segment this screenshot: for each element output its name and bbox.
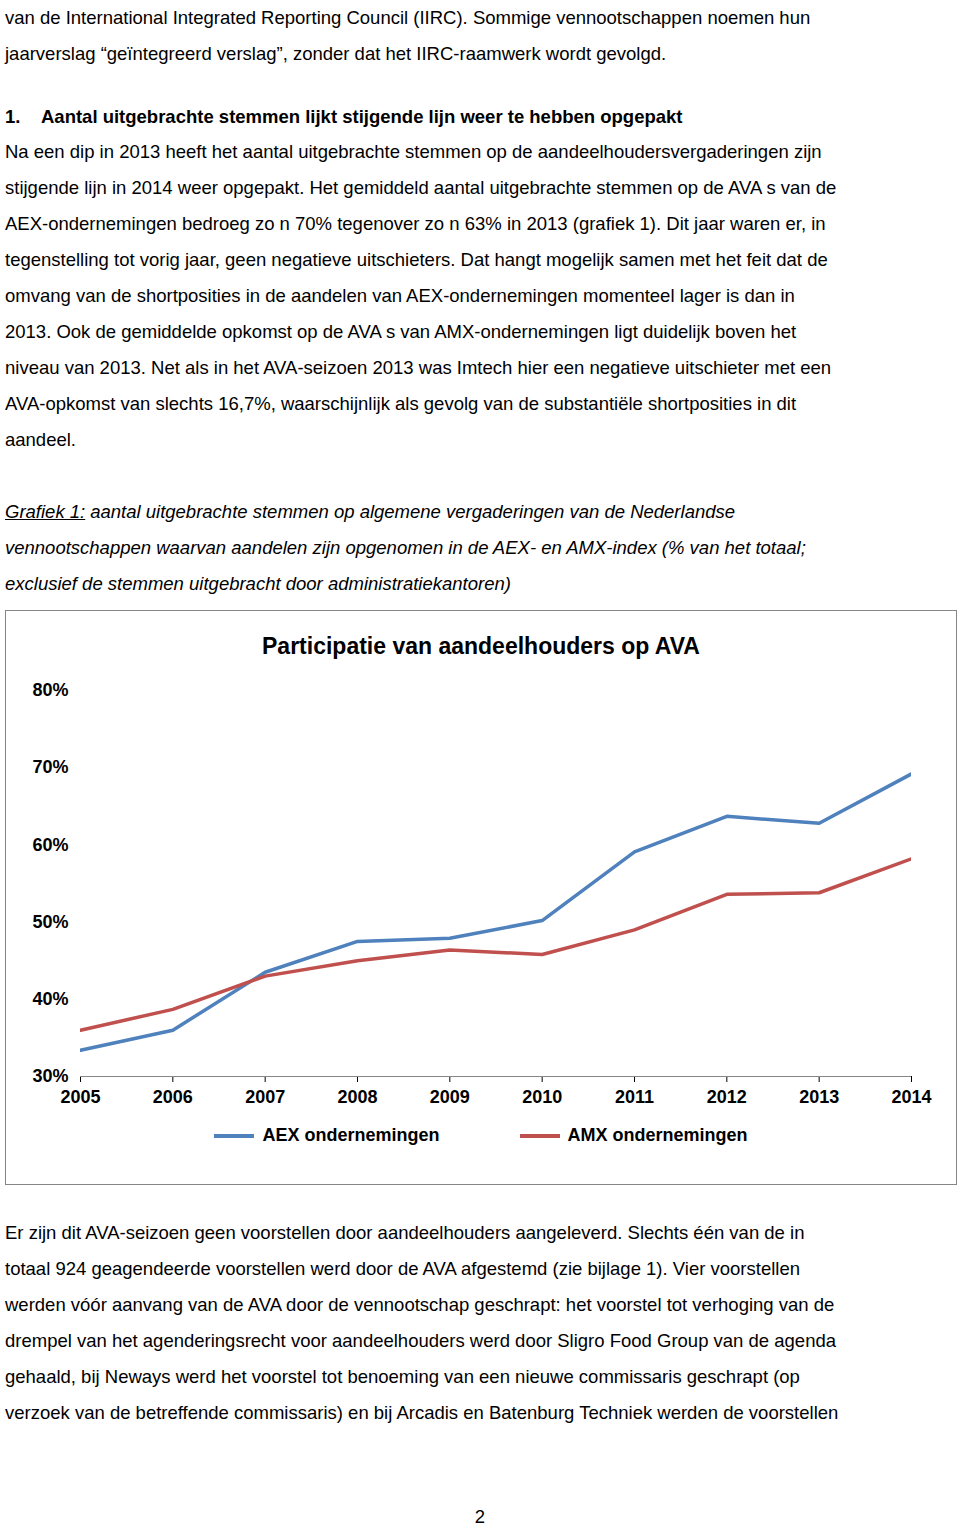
svg-text:2011: 2011 — [615, 1087, 654, 1107]
svg-text:2007: 2007 — [245, 1087, 285, 1107]
html-text:stijgende lijn in 2014 weer op: stijgende lijn in 2014 weer opgepakt. He… — [5, 177, 837, 198]
html-text:jaarverslag “geïntegreerd vers: jaarverslag “geïntegreerd verslag”, zond… — [5, 43, 667, 64]
html-text:Na een dip in 2013 heeft het a: Na een dip in 2013 heeft het aantal uitg… — [5, 141, 822, 162]
html-text:verzoek van de betreffende com: verzoek van de betreffende commissaris) … — [5, 1402, 839, 1423]
svg-text:2014: 2014 — [891, 1087, 931, 1107]
svg-text:70%: 70% — [32, 757, 68, 777]
html-text:drempel van het agenderingsrec: drempel van het agenderingsrecht voor aa… — [5, 1330, 836, 1351]
html-text:vennootschappen waarvan aandel: vennootschappen waarvan aandelen zijn op… — [5, 537, 806, 558]
html-text:Participatie van aandeelhouder: Participatie van aandeelhouders op AVA — [262, 633, 700, 659]
html-text:totaal 924 geagendeerde voorst: totaal 924 geagendeerde voorstellen werd… — [5, 1258, 800, 1279]
html-text:AEX ondernemingen: AEX ondernemingen — [262, 1125, 440, 1145]
html-text:AEX-ondernemingen bedroeg zo n: AEX-ondernemingen bedroeg zo n 70% tegen… — [5, 213, 826, 234]
html-text:2013. Ook de gemiddelde opkoms: 2013. Ook de gemiddelde opkomst op de AV… — [5, 321, 797, 342]
html-text:tegenstelling tot vorig jaar,: tegenstelling tot vorig jaar, geen negat… — [5, 249, 828, 270]
svg-text:2010: 2010 — [522, 1087, 562, 1107]
svg-text:2012: 2012 — [707, 1087, 747, 1107]
svg-text:50%: 50% — [32, 912, 68, 932]
svg-text:2008: 2008 — [337, 1087, 377, 1107]
html-text:omvang van de shortposities in: omvang van de shortposities in de aandel… — [5, 285, 795, 306]
html-text:Grafiek 1: aantal uitgebrachte: Grafiek 1: aantal uitgebrachte stemmen o… — [5, 501, 736, 522]
svg-text:80%: 80% — [32, 680, 68, 700]
svg-text:2006: 2006 — [153, 1087, 193, 1107]
html-text:niveau van 2013. Net als in he: niveau van 2013. Net als in het AVA-seiz… — [5, 357, 832, 378]
html-text:exclusief de stemmen uitgebrac: exclusief de stemmen uitgebracht door ad… — [5, 573, 511, 594]
html-text:gehaald, bij Neways werd het v: gehaald, bij Neways werd het voorstel to… — [5, 1366, 800, 1387]
html-text:werden vóór aanvang van de AVA: werden vóór aanvang van de AVA door de v… — [5, 1294, 835, 1315]
svg-text:30%: 30% — [32, 1066, 68, 1086]
html-text:Er zijn dit AVA-seizoen geen v: Er zijn dit AVA-seizoen geen voorstellen… — [5, 1222, 805, 1243]
svg-text:40%: 40% — [32, 989, 68, 1009]
html-text:Aantal uitgebrachte stemmen li: Aantal uitgebrachte stemmen lijkt stijge… — [41, 106, 683, 127]
svg-text:2013: 2013 — [799, 1087, 839, 1107]
svg-text:2009: 2009 — [430, 1087, 470, 1107]
html-text:aandeel.: aandeel. — [5, 429, 76, 450]
html-text:AVA-opkomst van slechts 16,7%,: AVA-opkomst van slechts 16,7%, waarschij… — [5, 393, 797, 414]
html-text:van de International Integrate: van de International Integrated Reportin… — [5, 7, 811, 28]
html-text:AMX ondernemingen: AMX ondernemingen — [567, 1125, 748, 1145]
html-text:1.: 1. — [5, 106, 21, 127]
svg-text:60%: 60% — [32, 835, 68, 855]
svg-text:2005: 2005 — [60, 1087, 100, 1107]
html-text:2: 2 — [474, 1506, 486, 1526]
